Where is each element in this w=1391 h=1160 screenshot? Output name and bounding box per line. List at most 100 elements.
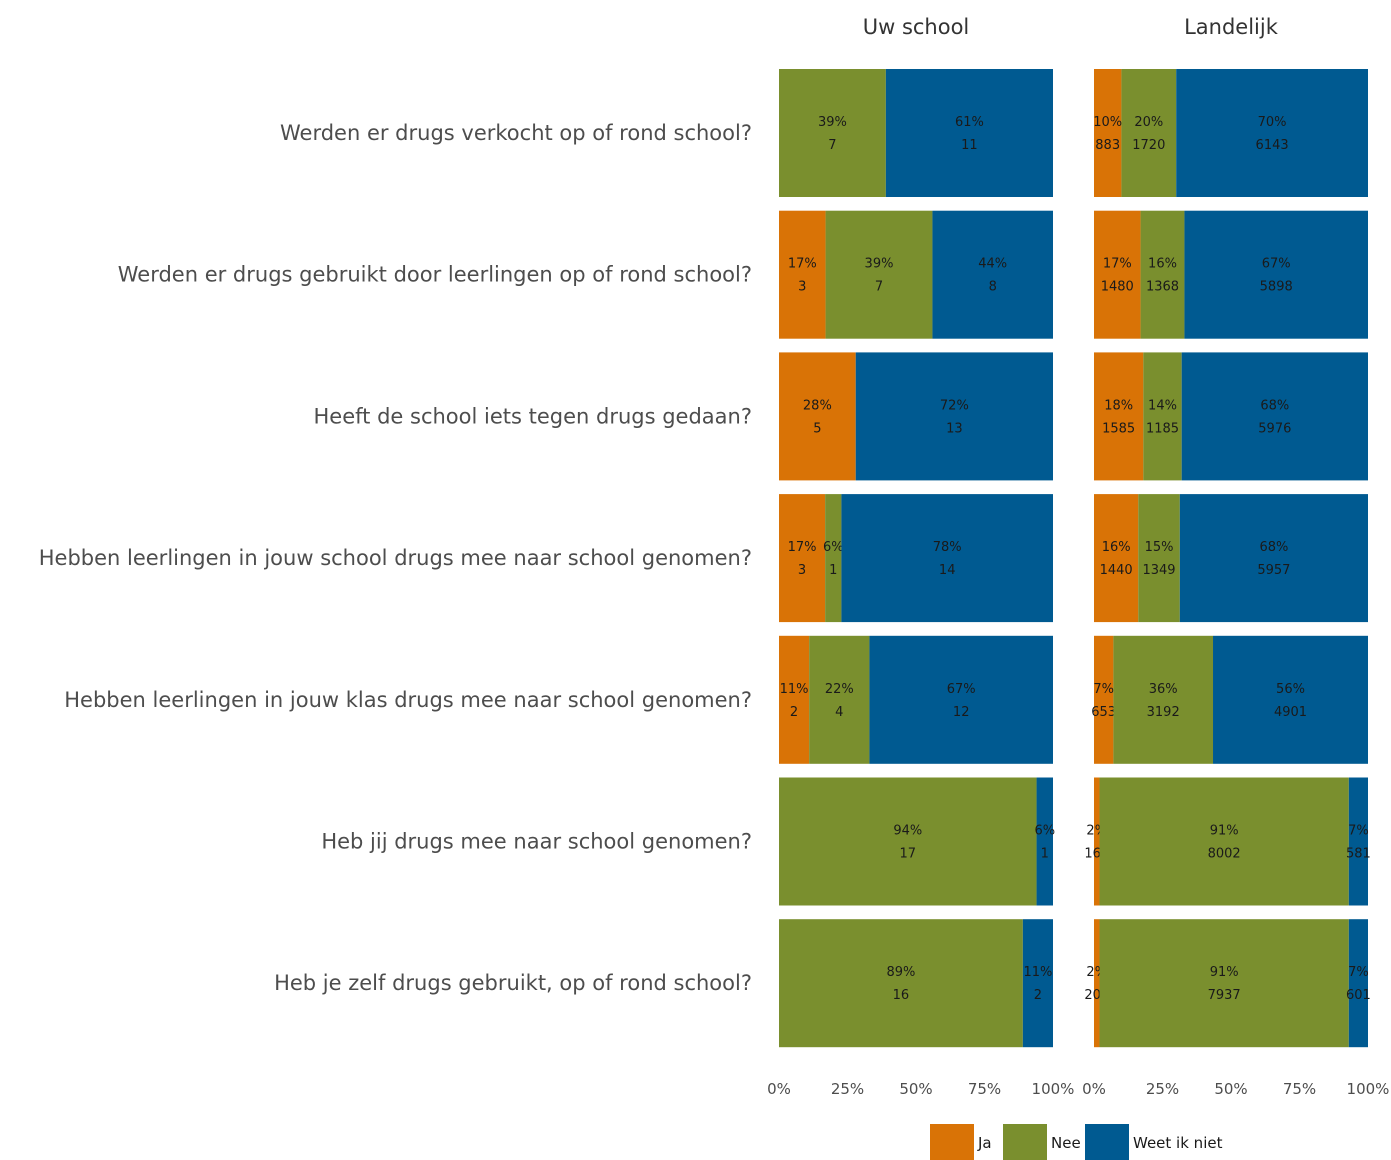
- data-label-count: 2: [790, 705, 798, 720]
- data-label-percent: 61%: [955, 115, 984, 130]
- x-tick-label: 25%: [831, 1080, 864, 1098]
- bar-segment: [1094, 635, 1114, 764]
- bar-segment: [1184, 210, 1368, 339]
- data-label-percent: 6%: [823, 540, 844, 555]
- data-label-percent: 6%: [1034, 824, 1055, 839]
- data-label-percent: 20%: [1134, 115, 1163, 130]
- bar-segment: [1036, 777, 1053, 906]
- question-label: Heeft de school iets tegen drugs gedaan?: [314, 404, 752, 428]
- data-label-percent: 22%: [825, 682, 854, 697]
- bar-segment: [1121, 69, 1177, 197]
- data-label-percent: 36%: [1149, 682, 1178, 697]
- data-label-count: 3: [798, 563, 806, 578]
- legend-swatch: [1085, 1124, 1129, 1160]
- bar-segment: [1138, 494, 1180, 623]
- data-label-percent: 91%: [1210, 824, 1239, 839]
- bar-segment: [841, 494, 1053, 623]
- x-tick-label: 25%: [1146, 1080, 1179, 1098]
- data-label-percent: 78%: [933, 540, 962, 555]
- data-label-count: 1: [1041, 847, 1049, 862]
- data-label-count: 3: [798, 280, 806, 295]
- x-tick-label: 100%: [1347, 1080, 1390, 1098]
- data-label-count: 1585: [1102, 421, 1135, 436]
- data-label-percent: 17%: [788, 257, 817, 272]
- bar-segment: [1140, 210, 1185, 339]
- data-label-count: 1480: [1101, 280, 1134, 295]
- question-label: Heb je zelf drugs gebruikt, op of rond s…: [274, 971, 752, 995]
- data-label-count: 1: [829, 563, 837, 578]
- bar-segment: [779, 352, 856, 481]
- x-tick-label: 0%: [1082, 1080, 1106, 1098]
- data-label-count: 1440: [1100, 563, 1133, 578]
- data-label-percent: 10%: [1093, 115, 1122, 130]
- data-label-count: 14: [939, 563, 956, 578]
- data-label-percent: 39%: [865, 257, 894, 272]
- bar-segment: [779, 919, 1023, 1048]
- data-label-percent: 94%: [893, 824, 922, 839]
- x-tick-label: 75%: [968, 1080, 1001, 1098]
- bar-segment: [932, 210, 1053, 339]
- question-label: Werden er drugs verkocht op of rond scho…: [280, 121, 752, 145]
- x-tick-label: 0%: [767, 1080, 791, 1098]
- data-label-percent: 18%: [1104, 398, 1133, 413]
- x-tick-label: 50%: [899, 1080, 932, 1098]
- bar-segment: [1094, 919, 1100, 1048]
- data-label-percent: 16%: [1102, 540, 1131, 555]
- x-tick-label: 100%: [1032, 1080, 1075, 1098]
- data-label-count: 13: [946, 421, 963, 436]
- data-label-percent: 70%: [1258, 115, 1287, 130]
- bar-segment: [1181, 352, 1368, 481]
- data-label-percent: 11%: [1023, 965, 1052, 980]
- data-label-count: 4901: [1274, 705, 1307, 720]
- data-label-percent: 15%: [1145, 540, 1174, 555]
- data-label-percent: 7%: [1093, 682, 1114, 697]
- bar-segment: [1143, 352, 1182, 481]
- x-tick-label: 75%: [1283, 1080, 1316, 1098]
- data-label-count: 1720: [1132, 138, 1165, 153]
- bar-segment: [779, 635, 810, 764]
- bar-segment: [1094, 69, 1122, 197]
- data-label-percent: 7%: [1348, 824, 1369, 839]
- data-label-count: 581: [1346, 847, 1371, 862]
- data-label-count: 7: [828, 138, 836, 153]
- data-label-count: 653: [1091, 705, 1116, 720]
- bar-segment: [779, 777, 1037, 906]
- legend-label: Ja: [977, 1134, 992, 1152]
- data-label-count: 1368: [1146, 280, 1179, 295]
- bar-segment: [1348, 919, 1368, 1048]
- data-label-count: 1349: [1142, 563, 1175, 578]
- bar-segment: [1094, 352, 1144, 481]
- data-label-count: 3192: [1147, 705, 1180, 720]
- bar-segment: [779, 494, 826, 623]
- legend-swatch: [1003, 1124, 1047, 1160]
- bar-segment: [1022, 919, 1053, 1048]
- legend-swatch: [930, 1124, 974, 1160]
- bar-segment: [1213, 635, 1368, 764]
- data-label-count: 883: [1095, 138, 1120, 153]
- data-label-percent: 11%: [780, 682, 809, 697]
- data-label-count: 5: [813, 421, 821, 436]
- data-label-count: 6143: [1256, 138, 1289, 153]
- bar-segment: [1348, 777, 1368, 906]
- bar-segment: [1094, 210, 1141, 339]
- bar-segment: [1179, 494, 1368, 623]
- data-label-percent: 28%: [803, 398, 832, 413]
- data-label-percent: 16%: [1148, 257, 1177, 272]
- legend-label: Weet ik niet: [1133, 1134, 1223, 1152]
- data-label-count: 11: [961, 138, 978, 153]
- data-label-percent: 56%: [1276, 682, 1305, 697]
- bar-segment: [779, 210, 826, 339]
- bar-segment: [855, 352, 1053, 481]
- bar-segment: [1094, 494, 1139, 623]
- data-label-count: 16: [893, 988, 910, 1003]
- bar-segment: [1099, 777, 1349, 906]
- bar-segment: [825, 494, 842, 623]
- data-label-count: 1185: [1146, 421, 1179, 436]
- bar-segment: [869, 635, 1053, 764]
- bar-segment: [779, 69, 886, 197]
- data-label-percent: 68%: [1260, 398, 1289, 413]
- panel-title-landelijk: Landelijk: [1184, 15, 1279, 39]
- data-label-percent: 7%: [1348, 965, 1369, 980]
